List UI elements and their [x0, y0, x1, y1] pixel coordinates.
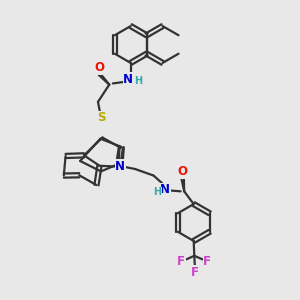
Text: N: N [123, 73, 133, 86]
Text: F: F [177, 255, 185, 268]
Text: F: F [203, 255, 211, 268]
Text: O: O [95, 61, 105, 74]
Text: N: N [160, 183, 170, 196]
Text: F: F [191, 266, 199, 279]
Text: N: N [115, 160, 125, 172]
Text: H: H [153, 187, 161, 197]
Text: H: H [134, 76, 142, 86]
Text: S: S [97, 111, 106, 124]
Text: O: O [178, 166, 188, 178]
